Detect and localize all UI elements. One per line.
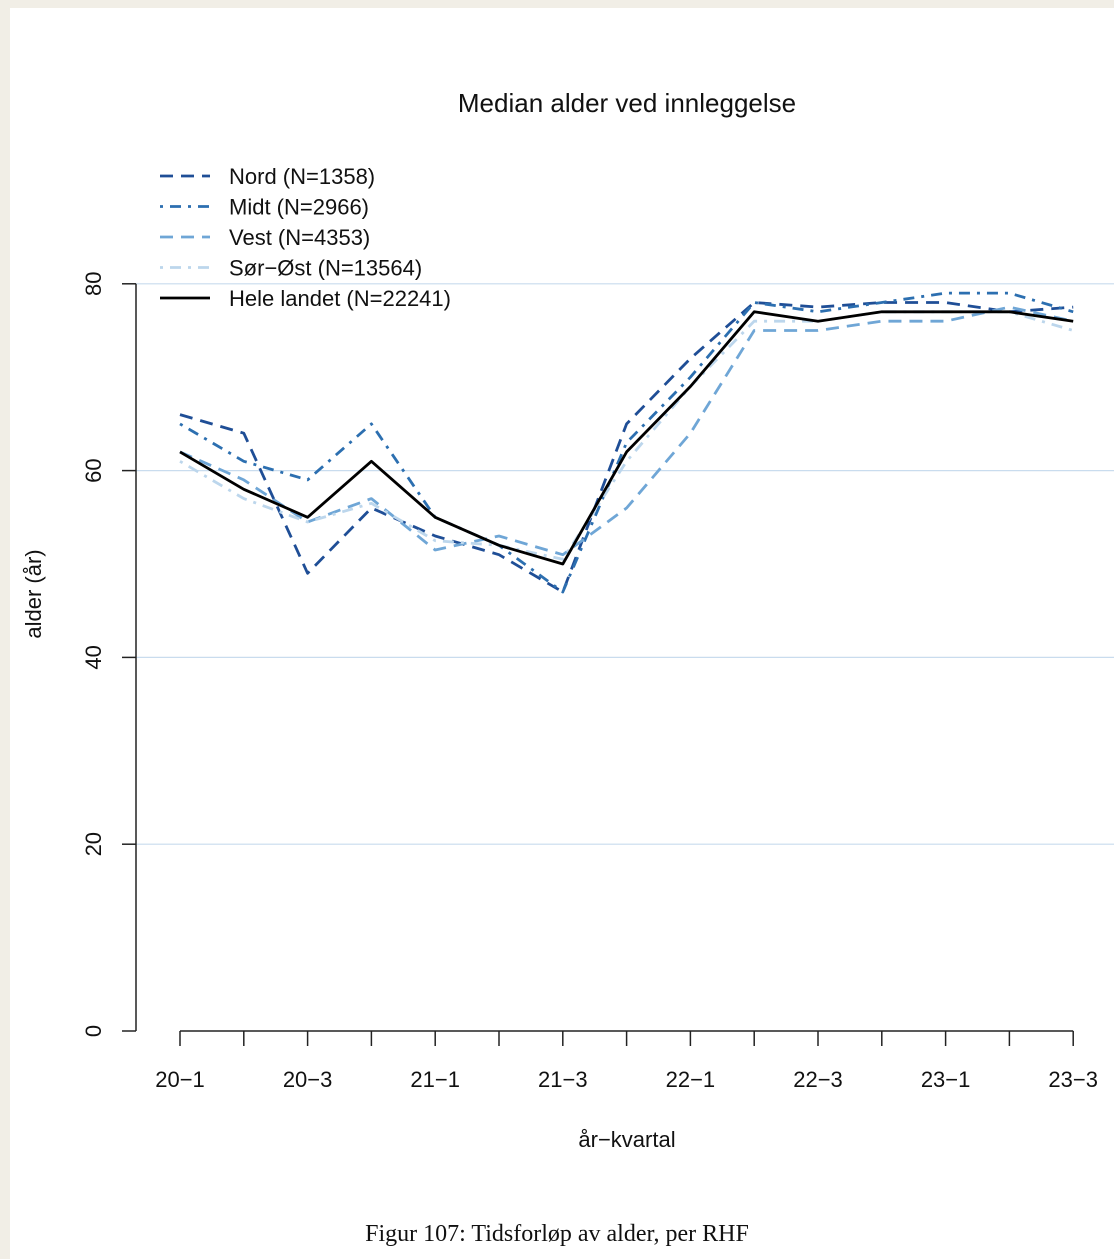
- x-tick-label: 23−3: [1048, 1067, 1098, 1092]
- series-line: [179, 310, 1074, 561]
- legend-label: Hele landet (N=22241): [229, 286, 451, 311]
- series-line: [179, 305, 1074, 557]
- legend-label: Vest (N=4353): [229, 225, 370, 250]
- page: [10, 8, 1114, 1259]
- y-tick-label: 60: [81, 458, 106, 482]
- x-tick-label: 21−3: [538, 1067, 588, 1092]
- x-axis-label: år−kvartal: [578, 1127, 675, 1152]
- x-tick-label: 23−1: [921, 1067, 971, 1092]
- series-line: [179, 310, 1074, 566]
- axes: 0 20 40 60 80 20−1 20−3 21−1 21−3 22−1 22−3 23−1 23−…: [81, 272, 1098, 1092]
- x-tick-label: 22−1: [666, 1067, 716, 1092]
- legend-label: Nord (N=1358): [229, 164, 375, 189]
- x-tick-label: 20−1: [155, 1067, 205, 1092]
- legend-label: Midt (N=2966): [229, 195, 369, 220]
- series-lines: [179, 291, 1074, 594]
- gridlines: [136, 283, 1114, 845]
- y-tick-label: 40: [81, 645, 106, 669]
- x-tick-label: 20−3: [283, 1067, 333, 1092]
- y-tick-label: 20: [81, 832, 106, 856]
- y-tick-label: 0: [81, 1025, 106, 1037]
- y-tick-label: 80: [81, 272, 106, 296]
- y-axis-label: alder (år): [21, 549, 46, 638]
- figure-caption: Figur 107: Tidsforløp av alder, per RHF: [365, 1221, 749, 1247]
- chart-title: Median alder ved innleggelse: [458, 88, 796, 118]
- series-line: [179, 301, 1074, 594]
- x-tick-label: 22−3: [793, 1067, 843, 1092]
- legend-label: Sør−Øst (N=13564): [229, 256, 422, 281]
- legend: Nord (N=1358) Midt (N=2966) Vest (N=4353) S…: [160, 164, 451, 311]
- x-tick-label: 21−1: [410, 1067, 460, 1092]
- series-line: [179, 291, 1074, 594]
